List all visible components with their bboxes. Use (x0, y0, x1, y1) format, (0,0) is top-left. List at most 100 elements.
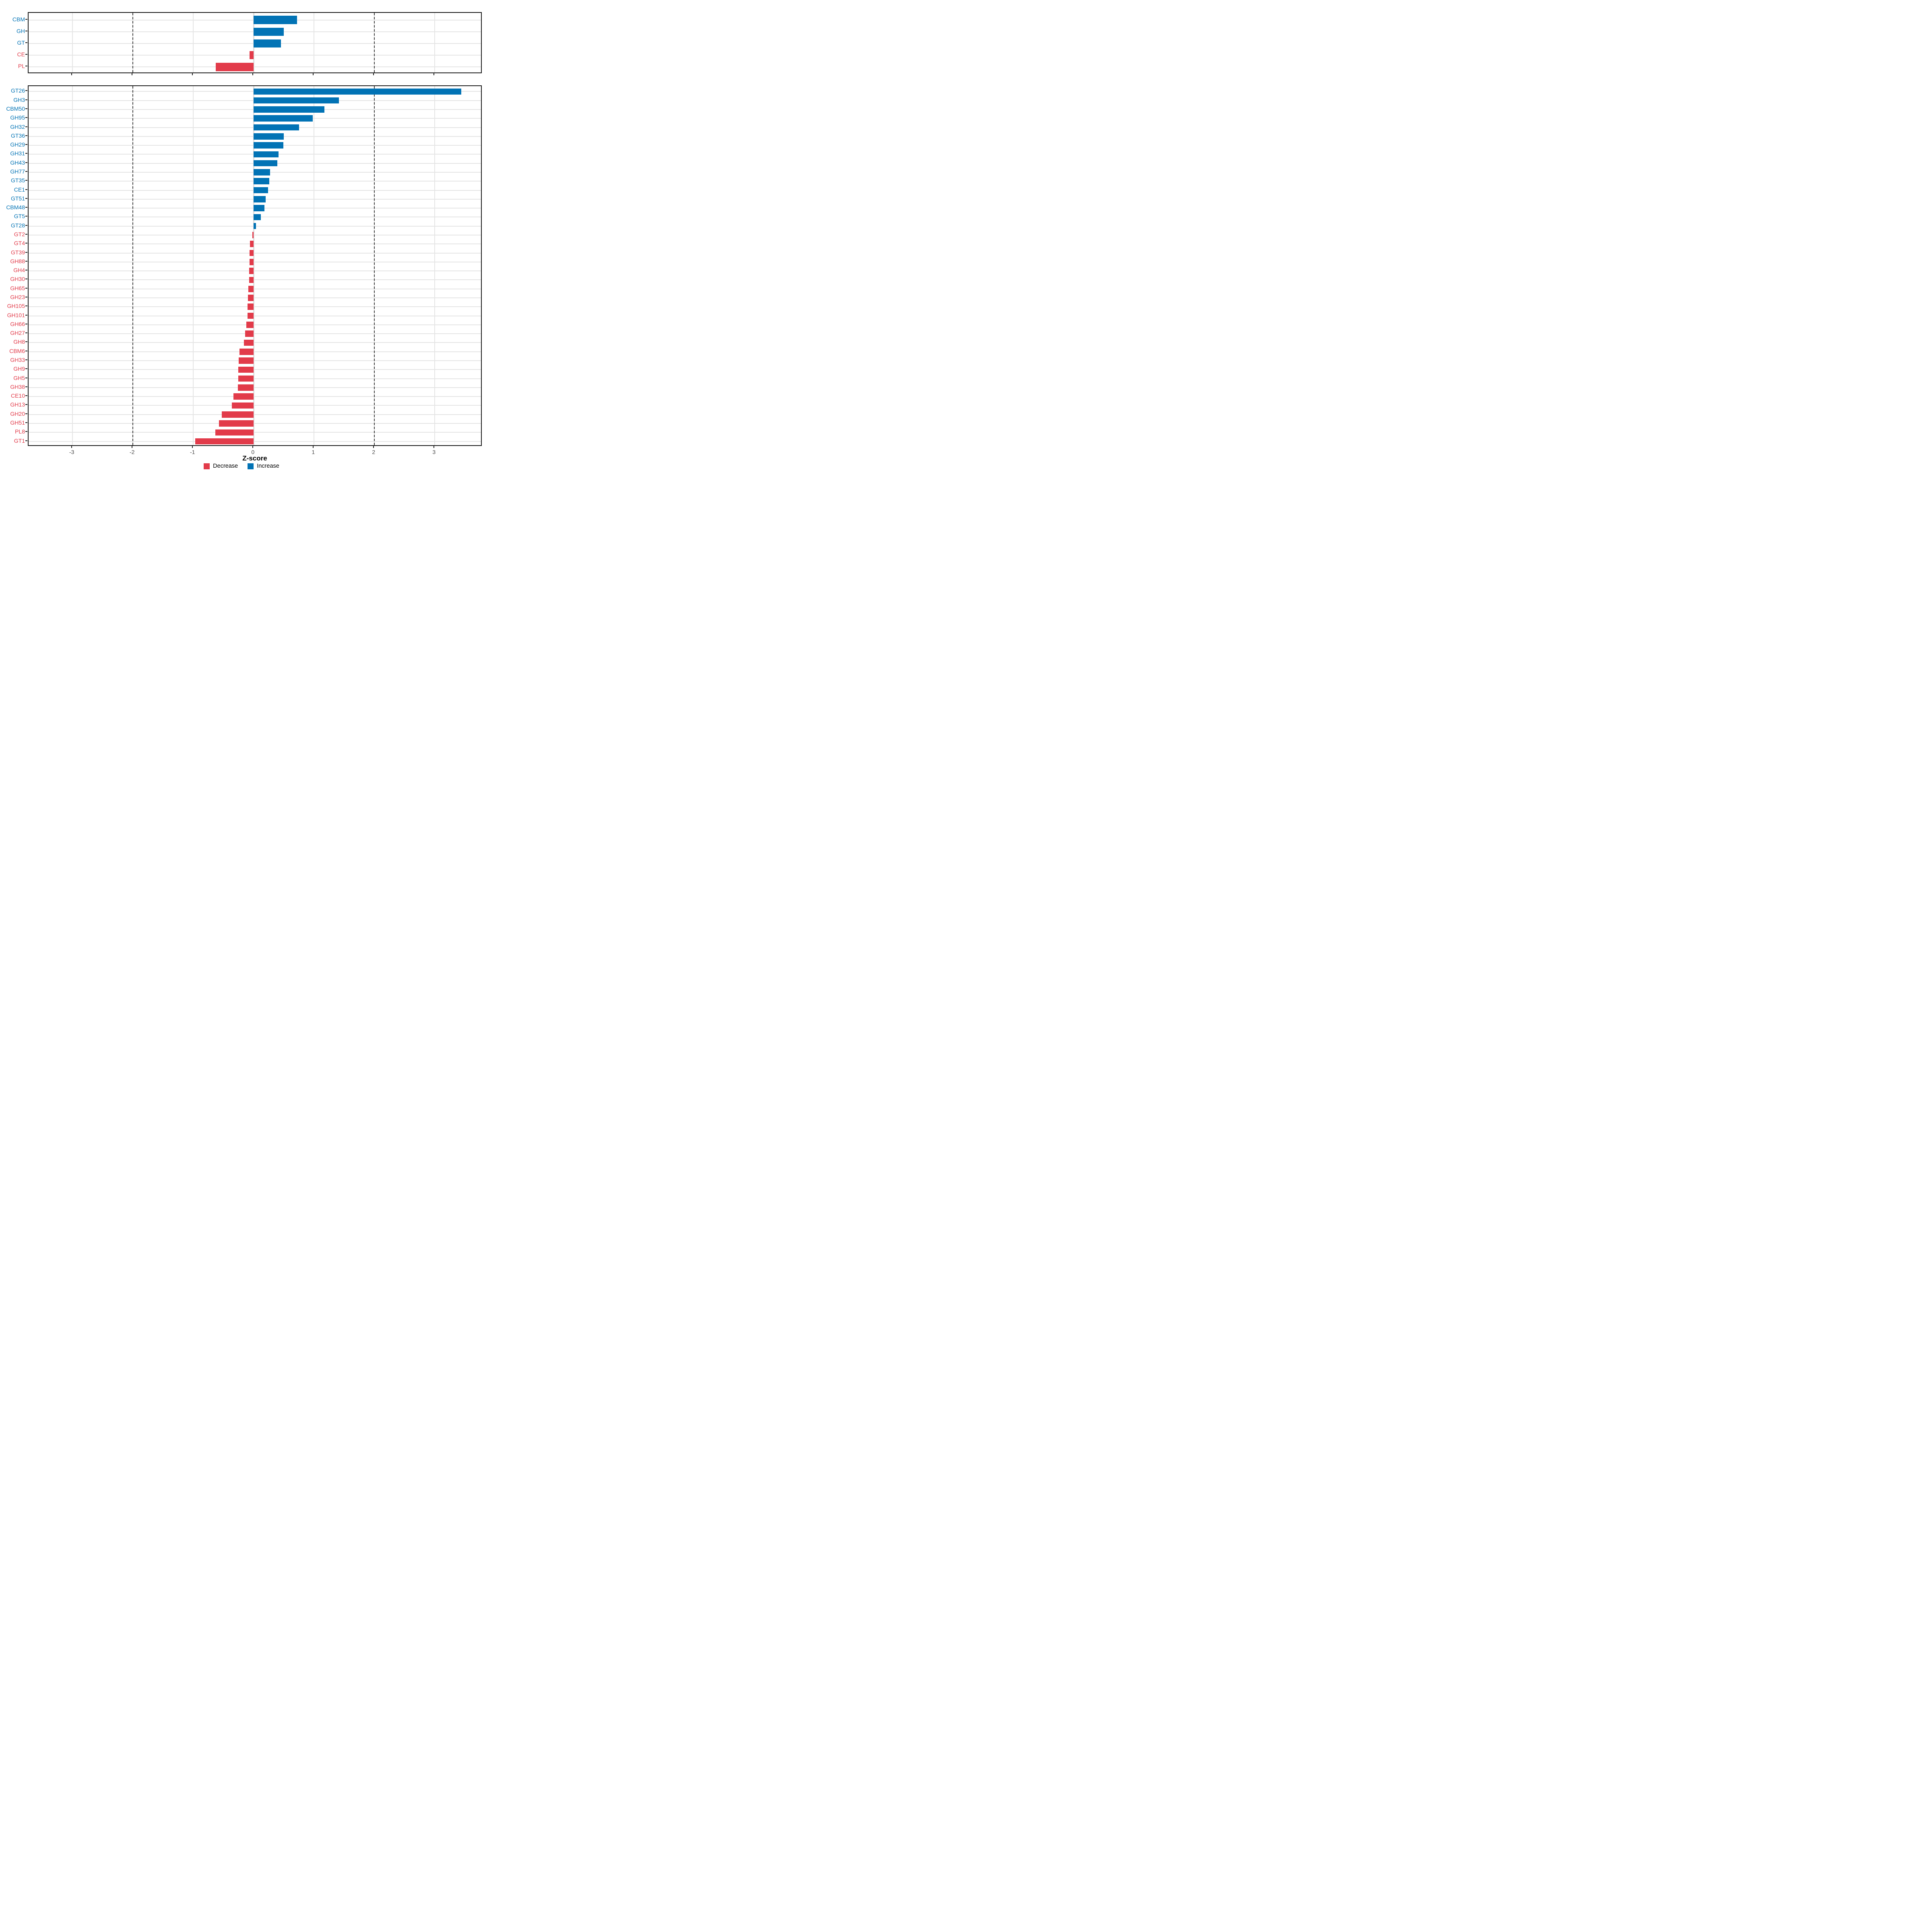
y-tick-mark (25, 395, 27, 396)
y-label-GH51: GH51 (10, 419, 25, 426)
y-label-GT51: GT51 (10, 195, 25, 202)
y-label-CBM6: CBM6 (9, 347, 25, 354)
y-label-GH105: GH105 (7, 303, 25, 310)
y-label-PL8: PL8 (15, 428, 25, 435)
bar-GH3 (254, 97, 339, 104)
bar-GT36 (254, 133, 284, 140)
gridline-horizontal (29, 324, 481, 325)
gridline-horizontal (29, 387, 481, 388)
legend-label: Decrease (213, 463, 238, 469)
y-label-GH29: GH29 (10, 141, 25, 148)
legend-item-decrease: Decrease (204, 463, 238, 469)
bar-GH5 (238, 375, 254, 382)
gridline-horizontal (29, 441, 481, 442)
bar-CBM50 (254, 106, 324, 113)
gridline-horizontal (29, 252, 481, 254)
y-tick-mark (25, 216, 27, 217)
x-tick-mark (313, 446, 314, 448)
bar-GH43 (254, 160, 277, 167)
gridline-horizontal (29, 270, 481, 272)
y-label-CBM50: CBM50 (6, 105, 25, 112)
y-tick-mark (25, 260, 27, 262)
gridline-horizontal (29, 405, 481, 406)
y-label-GT28: GT28 (10, 222, 25, 229)
y-tick-mark (25, 180, 27, 181)
y-label-GH30: GH30 (10, 276, 25, 283)
y-tick-mark (25, 314, 27, 316)
y-tick-mark (25, 440, 27, 441)
legend-swatch-decrease (204, 463, 210, 469)
gridline-horizontal (29, 369, 481, 370)
bar-PL (215, 63, 254, 71)
gridline-horizontal (29, 279, 481, 281)
y-tick-mark (25, 135, 27, 136)
gridline-horizontal (29, 55, 481, 56)
y-label-GH4: GH4 (13, 267, 25, 274)
gridline-vertical (193, 86, 194, 445)
bar-GT (254, 39, 281, 48)
gridline-horizontal (29, 333, 481, 334)
y-label-CE10: CE10 (10, 392, 25, 399)
gridline-horizontal (29, 306, 481, 308)
gridline-vertical (193, 13, 194, 72)
dashed-reference-line (374, 13, 375, 72)
figure: Z-score Decrease Increase CBM GH GT CE PL GT26… (0, 0, 483, 483)
y-label-GT5: GT5 (14, 213, 25, 220)
y-label-GH: GH (17, 27, 25, 34)
bar-GH9 (238, 366, 254, 373)
bar-GH77 (254, 169, 270, 175)
y-tick-mark (25, 162, 27, 163)
y-label-GH65: GH65 (10, 285, 25, 291)
bar-PL8 (215, 429, 254, 436)
y-tick-mark (25, 90, 27, 91)
y-label-GH88: GH88 (10, 258, 25, 264)
y-label-GH95: GH95 (10, 114, 25, 121)
y-tick-mark (25, 287, 27, 289)
x-tick-mark (71, 446, 72, 448)
y-tick-mark (25, 431, 27, 432)
x-tick-label--3: -3 (69, 449, 74, 455)
y-tick-mark (25, 368, 27, 369)
y-tick-mark (25, 117, 27, 118)
y-label-GH5: GH5 (13, 374, 25, 381)
bar-GH4 (249, 268, 254, 274)
y-label-GT4: GT4 (14, 240, 25, 247)
y-tick-mark (25, 305, 27, 307)
legend-label: Increase (257, 463, 279, 469)
bar-GH38 (238, 384, 254, 391)
bar-GT35 (254, 178, 270, 185)
gridline-vertical (434, 13, 436, 72)
x-tick-label-1: 1 (312, 449, 315, 455)
bar-GH66 (246, 322, 254, 328)
y-label-GT39: GT39 (10, 249, 25, 256)
bar-GH (254, 27, 284, 36)
y-tick-mark (25, 225, 27, 226)
y-label-GT26: GT26 (10, 87, 25, 94)
panel-classes (28, 12, 482, 73)
y-label-GH3: GH3 (13, 96, 25, 103)
x-tick-mark (373, 73, 374, 75)
gridline-horizontal (29, 378, 481, 379)
x-tick-label-3: 3 (432, 449, 436, 455)
y-tick-mark (25, 413, 27, 414)
panel-families (28, 85, 482, 446)
bar-CE10 (233, 393, 254, 400)
legend: Decrease Increase (0, 463, 483, 469)
y-label-GT: GT (17, 39, 25, 46)
y-label-CBM48: CBM48 (6, 204, 25, 211)
y-tick-mark (25, 153, 27, 154)
y-tick-mark (25, 144, 27, 145)
gridline-vertical (72, 86, 73, 445)
y-label-GH33: GH33 (10, 357, 25, 363)
x-tick-label-2: 2 (372, 449, 376, 455)
x-tick-mark (192, 446, 193, 448)
y-tick-mark (25, 341, 27, 343)
y-label-PL: PL (18, 63, 25, 70)
x-tick-mark (71, 73, 72, 75)
gridline-horizontal (29, 351, 481, 352)
y-tick-mark (25, 19, 27, 20)
bar-CE (249, 51, 254, 60)
x-tick-mark (252, 446, 254, 448)
gridline-vertical (72, 13, 73, 72)
bar-GT1 (195, 438, 254, 445)
